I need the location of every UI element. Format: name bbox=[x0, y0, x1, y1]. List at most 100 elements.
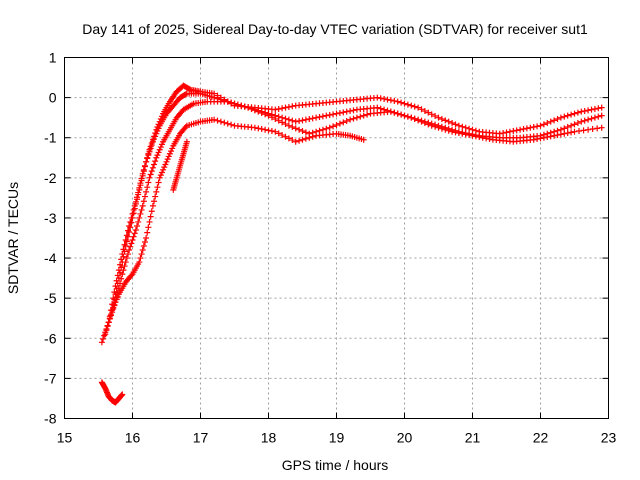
data-point bbox=[149, 202, 156, 209]
data-point bbox=[141, 193, 148, 200]
series-pass-5 bbox=[170, 138, 190, 193]
data-point bbox=[164, 156, 171, 163]
data-point bbox=[126, 222, 133, 229]
data-point bbox=[589, 126, 596, 133]
data-point bbox=[114, 293, 121, 300]
data-point bbox=[147, 145, 154, 152]
data-point bbox=[103, 327, 110, 334]
data-point bbox=[391, 97, 398, 104]
data-point bbox=[296, 118, 303, 125]
data-point bbox=[336, 109, 343, 116]
data-point bbox=[578, 118, 585, 125]
data-point bbox=[452, 129, 459, 136]
x-axis-label: GPS time / hours bbox=[282, 457, 389, 473]
data-point bbox=[275, 105, 282, 112]
data-point bbox=[157, 172, 164, 179]
data-point bbox=[285, 116, 292, 123]
data-point bbox=[262, 126, 269, 133]
data-point bbox=[302, 135, 309, 142]
data-point bbox=[127, 243, 134, 250]
data-point bbox=[421, 120, 428, 127]
data-point bbox=[398, 111, 405, 118]
series-pass-6 bbox=[98, 379, 126, 406]
data-point bbox=[132, 200, 139, 207]
data-point bbox=[102, 331, 109, 338]
data-point bbox=[462, 124, 469, 131]
data-point bbox=[158, 169, 165, 176]
data-point bbox=[306, 134, 313, 141]
data-point bbox=[251, 107, 258, 114]
data-point bbox=[296, 137, 303, 144]
data-point bbox=[136, 214, 143, 221]
data-point bbox=[268, 114, 275, 121]
data-point bbox=[119, 391, 126, 398]
data-point bbox=[428, 111, 435, 118]
data-point bbox=[561, 113, 568, 120]
data-point bbox=[455, 130, 462, 137]
data-point bbox=[104, 323, 111, 330]
data-point bbox=[571, 110, 578, 117]
data-point bbox=[425, 121, 432, 128]
data-point bbox=[110, 295, 117, 302]
data-point bbox=[109, 307, 116, 314]
data-point bbox=[483, 135, 490, 142]
data-point bbox=[137, 255, 144, 262]
data-point bbox=[275, 130, 282, 137]
data-point bbox=[118, 275, 125, 282]
data-point bbox=[272, 106, 279, 113]
data-point bbox=[139, 202, 146, 209]
data-point bbox=[336, 120, 343, 127]
data-point bbox=[466, 125, 473, 132]
data-point bbox=[568, 129, 575, 136]
data-point bbox=[143, 235, 150, 241]
data-point bbox=[374, 104, 381, 111]
data-point bbox=[129, 214, 136, 221]
data-point bbox=[309, 133, 316, 140]
data-point bbox=[381, 95, 388, 102]
data-point bbox=[151, 198, 158, 205]
data-point bbox=[143, 188, 150, 195]
data-point bbox=[421, 107, 428, 114]
data-point bbox=[411, 103, 418, 110]
data-point bbox=[123, 255, 130, 262]
data-point bbox=[157, 144, 164, 151]
series-pass-3 bbox=[105, 98, 605, 326]
data-point bbox=[438, 125, 445, 132]
data-point bbox=[134, 196, 141, 203]
data-point bbox=[445, 118, 452, 125]
data-point bbox=[343, 108, 350, 115]
x-tick-label: 23 bbox=[601, 430, 617, 446]
data-point bbox=[238, 102, 245, 109]
data-point bbox=[152, 133, 159, 140]
data-point bbox=[517, 126, 524, 133]
data-point bbox=[255, 125, 262, 132]
data-point bbox=[452, 121, 459, 128]
series-pass-4 bbox=[109, 116, 367, 314]
data-point bbox=[557, 131, 564, 138]
data-point bbox=[425, 109, 432, 116]
y-tick-label: -5 bbox=[44, 290, 57, 306]
data-point bbox=[162, 161, 169, 168]
data-point bbox=[145, 152, 152, 159]
data-point bbox=[564, 112, 571, 119]
data-point bbox=[138, 206, 145, 213]
data-point bbox=[140, 168, 147, 175]
data-point bbox=[134, 222, 141, 229]
data-point bbox=[126, 228, 133, 235]
data-point bbox=[598, 104, 605, 111]
data-point bbox=[581, 117, 588, 124]
data-point bbox=[398, 99, 405, 106]
data-point bbox=[391, 109, 398, 116]
data-point bbox=[122, 237, 129, 244]
data-point bbox=[418, 118, 425, 125]
data-point bbox=[147, 213, 154, 220]
y-tick-label: -4 bbox=[44, 250, 57, 266]
data-point bbox=[139, 247, 146, 254]
data-point bbox=[156, 174, 163, 181]
data-point bbox=[435, 114, 442, 121]
data-point bbox=[472, 133, 479, 140]
data-point bbox=[588, 115, 595, 122]
data-point bbox=[155, 125, 162, 132]
data-point bbox=[154, 128, 161, 135]
data-point bbox=[347, 116, 354, 123]
